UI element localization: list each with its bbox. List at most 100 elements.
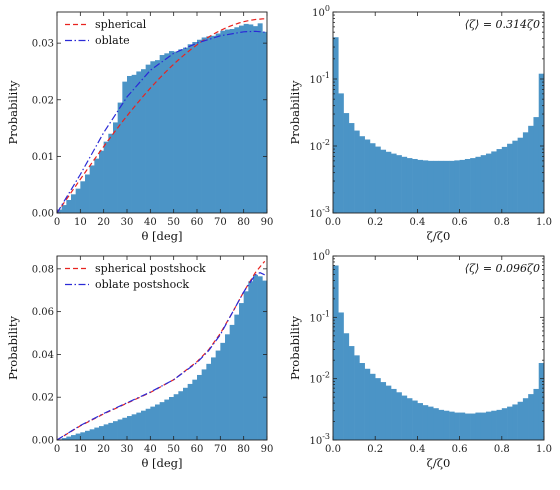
histogram-bar bbox=[501, 146, 508, 213]
histogram-bar bbox=[85, 430, 90, 440]
histogram-bar bbox=[369, 373, 376, 440]
histogram-bar bbox=[71, 194, 76, 213]
x-tick-label: 0.8 bbox=[494, 444, 510, 455]
histogram-bar bbox=[108, 422, 114, 440]
x-tick-label: 70 bbox=[214, 444, 227, 455]
histogram-bar bbox=[141, 410, 146, 440]
histogram-bar bbox=[433, 408, 439, 440]
x-axis-label: θ [deg] bbox=[141, 456, 182, 470]
histogram-bar bbox=[528, 394, 534, 440]
plot-frame bbox=[332, 11, 545, 214]
y-tick-label: 0.04 bbox=[32, 350, 54, 361]
histogram-bar bbox=[412, 400, 418, 440]
histogram-bar bbox=[512, 404, 518, 440]
histogram-bar bbox=[438, 160, 445, 213]
x-tick-label: 1.0 bbox=[536, 444, 552, 455]
histogram-bar bbox=[343, 113, 350, 213]
histogram-bar bbox=[507, 406, 513, 440]
histogram-bar bbox=[491, 151, 497, 213]
x-tick-label: 40 bbox=[144, 217, 157, 228]
y-tick-label: 10-1 bbox=[309, 71, 330, 86]
x-tick-label: 90 bbox=[261, 217, 274, 228]
y-tick-label: 0.02 bbox=[32, 95, 54, 106]
histogram-bar bbox=[364, 139, 371, 213]
x-tick-label: 0 bbox=[54, 217, 60, 228]
histogram-bar bbox=[243, 291, 249, 440]
histogram-bar bbox=[94, 427, 100, 440]
histogram-bar bbox=[533, 388, 540, 440]
histogram-bar bbox=[454, 412, 460, 440]
histogram-bar bbox=[103, 424, 109, 440]
panel-bottom-left: 0 10 20 30 40 50 60 70 80 90 0.00 0.02 0.04 0.06 0.08 θ… bbox=[6, 255, 273, 470]
histogram-bar bbox=[333, 37, 339, 214]
x-tick-label: 0.0 bbox=[325, 444, 341, 455]
histogram-bar bbox=[262, 280, 268, 440]
x-tick-label: 60 bbox=[191, 444, 204, 455]
histogram-bar bbox=[187, 44, 193, 213]
histogram-bar bbox=[406, 158, 413, 213]
histogram-bar bbox=[145, 64, 151, 213]
histogram-bar bbox=[480, 412, 487, 440]
x-tick-label: 30 bbox=[121, 217, 134, 228]
histogram-bar bbox=[66, 199, 72, 213]
histogram-bar bbox=[239, 303, 244, 440]
x-tick-label: 50 bbox=[167, 444, 180, 455]
histogram-bar bbox=[94, 158, 100, 213]
histogram-bar bbox=[433, 160, 439, 213]
x-tick-label: 20 bbox=[97, 217, 110, 228]
histogram-bar bbox=[117, 419, 123, 440]
histogram-bar bbox=[507, 143, 513, 213]
histogram-bar bbox=[262, 31, 268, 214]
histogram-bar bbox=[533, 117, 540, 213]
x-axis-label: ζ/ζ0 bbox=[427, 456, 451, 470]
x-tick-label: 10 bbox=[74, 217, 87, 228]
histogram-bar bbox=[155, 404, 160, 440]
histogram-bar bbox=[113, 421, 118, 440]
histogram-bar bbox=[164, 399, 170, 440]
histogram-bar bbox=[117, 102, 123, 213]
histogram-bar bbox=[338, 312, 344, 440]
histogram-bar bbox=[517, 401, 524, 440]
histogram-bar bbox=[496, 409, 503, 440]
histogram-bar bbox=[201, 369, 207, 440]
histogram-bar bbox=[359, 363, 365, 440]
histogram-bar bbox=[192, 379, 198, 440]
histogram-bar bbox=[239, 25, 244, 214]
x-tick-label: 0.2 bbox=[367, 217, 383, 228]
histogram-bar bbox=[522, 132, 529, 213]
histogram-bar bbox=[427, 160, 434, 213]
histogram-bar bbox=[66, 436, 72, 440]
histogram-bar bbox=[475, 156, 481, 213]
histogram-bar bbox=[197, 39, 202, 213]
histogram-bar bbox=[496, 149, 503, 213]
histogram-bar bbox=[443, 410, 450, 440]
histogram-bar bbox=[464, 413, 471, 440]
x-tick-label: 0.6 bbox=[452, 217, 468, 228]
mean-annotation: ⟨ζ⟩ = 0.096ζ0 bbox=[465, 262, 540, 275]
histogram-bar bbox=[220, 30, 226, 213]
x-tick-label: 0.0 bbox=[325, 217, 341, 228]
histogram-bar bbox=[522, 398, 529, 440]
histogram-bar bbox=[61, 438, 67, 440]
histogram-bar bbox=[169, 396, 174, 440]
histogram-bar bbox=[80, 181, 86, 213]
histogram-bar bbox=[396, 392, 402, 440]
histogram-bar bbox=[164, 53, 170, 213]
histogram-bar bbox=[80, 432, 86, 440]
histogram-bar bbox=[206, 36, 212, 213]
x-tick-label: 0.4 bbox=[409, 217, 425, 228]
x-tick-label: 0.2 bbox=[367, 444, 383, 455]
histogram-bar bbox=[538, 73, 545, 213]
histogram-bar bbox=[178, 391, 184, 440]
histogram-bar bbox=[364, 368, 371, 440]
histogram-bar bbox=[248, 24, 254, 213]
histogram-bar bbox=[257, 276, 263, 440]
histogram-bar bbox=[234, 314, 240, 440]
histogram-bar bbox=[333, 265, 339, 440]
histogram-bar bbox=[348, 123, 355, 213]
histogram-bar bbox=[85, 174, 90, 213]
histogram-bar bbox=[150, 406, 156, 440]
histogram-bar bbox=[183, 387, 188, 440]
y-tick-label: 10-3 bbox=[309, 205, 330, 220]
y-tick-label: 0.08 bbox=[32, 264, 54, 275]
